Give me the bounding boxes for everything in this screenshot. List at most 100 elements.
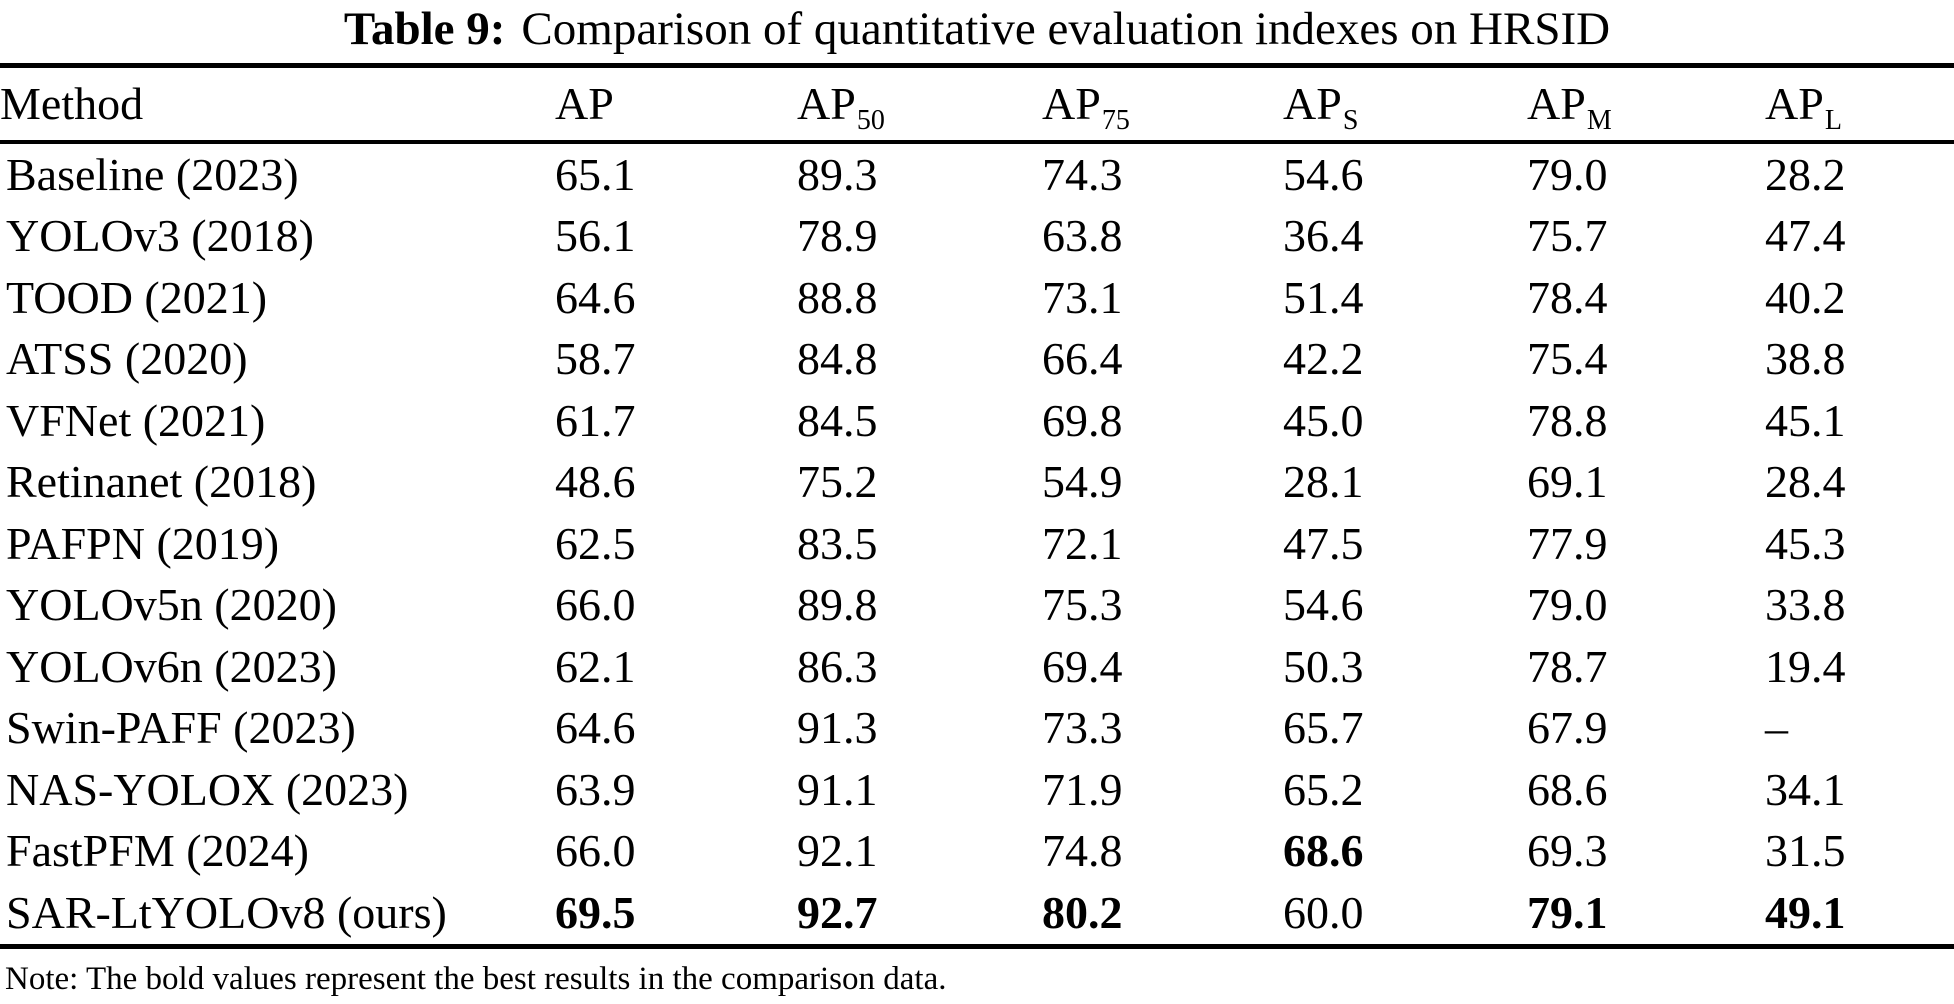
value-cell: 54.6: [1283, 579, 1364, 631]
value-cell: 63.8: [1042, 210, 1123, 262]
value-cell: 69.3: [1527, 825, 1608, 877]
column-header-label: AP: [1283, 78, 1342, 129]
value-cell: 69.1: [1527, 456, 1608, 508]
table-header-rule: [0, 140, 1954, 144]
column-header: AP: [555, 81, 797, 127]
value-cell: 50.3: [1283, 640, 1364, 692]
method-cell: NAS-YOLOX (2023): [6, 763, 409, 815]
table-row: FastPFM (2024) 66.0 92.1 74.8 68.6 69.3 31.5: [0, 821, 1954, 883]
value-cell: 75.7: [1527, 210, 1608, 262]
value-cell: 31.5: [1765, 825, 1846, 877]
table-row: VFNet (2021) 61.7 84.5 69.8 45.0 78.8 45.1: [0, 390, 1954, 452]
value-cell: 80.2: [1042, 886, 1123, 938]
value-cell: 65.2: [1283, 763, 1364, 815]
value-cell: 92.1: [797, 825, 878, 877]
value-cell: 40.2: [1765, 271, 1846, 323]
table-note: Note: The bold values represent the best…: [5, 960, 947, 997]
table-row: SAR-LtYOLOv8 (ours) 69.5 92.7 80.2 60.0 79.1…: [0, 882, 1954, 944]
value-cell: 73.1: [1042, 271, 1123, 323]
table-row: Baseline (2023) 65.1 89.3 74.3 54.6 79.0 28.2: [0, 144, 1954, 206]
value-cell: 62.5: [555, 517, 636, 569]
method-cell: Retinanet (2018): [6, 456, 317, 508]
table-header-row: Method AP AP50 AP75 APS APM APL: [0, 68, 1954, 140]
value-cell: 62.1: [555, 640, 636, 692]
value-cell: 45.3: [1765, 517, 1846, 569]
table-caption: Table 9: Comparison of quantitative eval…: [0, 0, 1954, 63]
value-cell: 34.1: [1765, 763, 1846, 815]
value-cell: 69.5: [555, 886, 636, 938]
value-cell: 45.0: [1283, 394, 1364, 446]
value-cell: 68.6: [1283, 825, 1364, 877]
table-row: YOLOv6n (2023) 62.1 86.3 69.4 50.3 78.7 19.4: [0, 636, 1954, 698]
value-cell: 89.8: [797, 579, 878, 631]
value-cell: 75.3: [1042, 579, 1123, 631]
value-cell: 65.1: [555, 148, 636, 200]
value-cell: 71.9: [1042, 763, 1123, 815]
method-cell: VFNet (2021): [6, 394, 266, 446]
value-cell: 42.2: [1283, 333, 1364, 385]
value-cell: 84.8: [797, 333, 878, 385]
value-cell: 68.6: [1527, 763, 1608, 815]
table-row: PAFPN (2019) 62.5 83.5 72.1 47.5 77.9 45.3: [0, 513, 1954, 575]
method-cell: PAFPN (2019): [6, 517, 280, 569]
column-header: AP50: [797, 78, 1042, 135]
value-cell: 72.1: [1042, 517, 1123, 569]
value-cell: 66.0: [555, 579, 636, 631]
table-row: Swin-PAFF (2023) 64.6 91.3 73.3 65.7 67.9 –: [0, 698, 1954, 760]
value-cell: 74.8: [1042, 825, 1123, 877]
method-cell: Swin-PAFF (2023): [6, 702, 356, 754]
value-cell: 69.4: [1042, 640, 1123, 692]
table-caption-number: Table 9:: [343, 3, 506, 55]
column-header: Method: [0, 81, 555, 127]
value-cell: 47.4: [1765, 210, 1846, 262]
value-cell: 84.5: [797, 394, 878, 446]
table-row: ATSS (2020) 58.7 84.8 66.4 42.2 75.4 38.8: [0, 329, 1954, 391]
value-cell: 91.3: [797, 702, 878, 754]
column-header-subscript: 50: [856, 105, 885, 136]
method-cell: Baseline (2023): [6, 148, 299, 200]
column-header-subscript: L: [1824, 105, 1842, 136]
value-cell: 79.1: [1527, 886, 1608, 938]
column-header: AP75: [1042, 81, 1283, 135]
value-cell: 28.2: [1765, 148, 1846, 200]
value-cell: 28.4: [1765, 456, 1846, 508]
value-cell: 64.6: [555, 702, 636, 754]
table-row: NAS-YOLOX (2023) 63.9 91.1 71.9 65.2 68.6 34.…: [0, 759, 1954, 821]
column-header-subscript: S: [1342, 105, 1359, 136]
method-cell: YOLOv6n (2023): [6, 640, 337, 692]
value-cell: 38.8: [1765, 333, 1846, 385]
value-cell: 67.9: [1527, 702, 1608, 754]
value-cell: 56.1: [555, 210, 636, 262]
column-header-subscript: M: [1586, 105, 1612, 136]
table-row: YOLOv3 (2018) 56.1 78.9 63.8 36.4 75.7 47.4: [0, 206, 1954, 268]
value-cell: 64.6: [555, 271, 636, 323]
method-cell: YOLOv5n (2020): [6, 579, 337, 631]
column-header-label: AP: [555, 78, 614, 129]
value-cell: 19.4: [1765, 640, 1846, 692]
value-cell: 58.7: [555, 333, 636, 385]
column-header-label: Method: [0, 78, 144, 129]
value-cell: 63.9: [555, 763, 636, 815]
value-cell: 61.7: [555, 394, 636, 446]
table-row: TOOD (2021) 64.6 88.8 73.1 51.4 78.4 40.2: [0, 267, 1954, 329]
table-caption-title: Comparison of quantitative evaluation in…: [521, 3, 1611, 55]
table-body: Baseline (2023) 65.1 89.3 74.3 54.6 79.0 28.2…: [0, 144, 1954, 944]
value-cell: 79.0: [1527, 148, 1608, 200]
value-cell: 49.1: [1765, 886, 1846, 938]
table-row: YOLOv5n (2020) 66.0 89.8 75.3 54.6 79.0 33.8: [0, 575, 1954, 637]
value-cell: 47.5: [1283, 517, 1364, 569]
column-header-label: AP: [797, 78, 856, 129]
column-header: APL: [1765, 81, 1954, 135]
value-cell: 89.3: [797, 148, 878, 200]
value-cell: 78.8: [1527, 394, 1608, 446]
value-cell: 36.4: [1283, 210, 1364, 262]
table-bottom-rule: [0, 943, 1954, 949]
value-cell: 54.6: [1283, 148, 1364, 200]
value-cell: 86.3: [797, 640, 878, 692]
method-cell: SAR-LtYOLOv8 (ours): [6, 886, 447, 938]
method-cell: YOLOv3 (2018): [6, 210, 314, 262]
value-cell: 91.1: [797, 763, 878, 815]
value-cell: 28.1: [1283, 456, 1364, 508]
value-cell: 54.9: [1042, 456, 1123, 508]
value-cell: 88.8: [797, 271, 878, 323]
